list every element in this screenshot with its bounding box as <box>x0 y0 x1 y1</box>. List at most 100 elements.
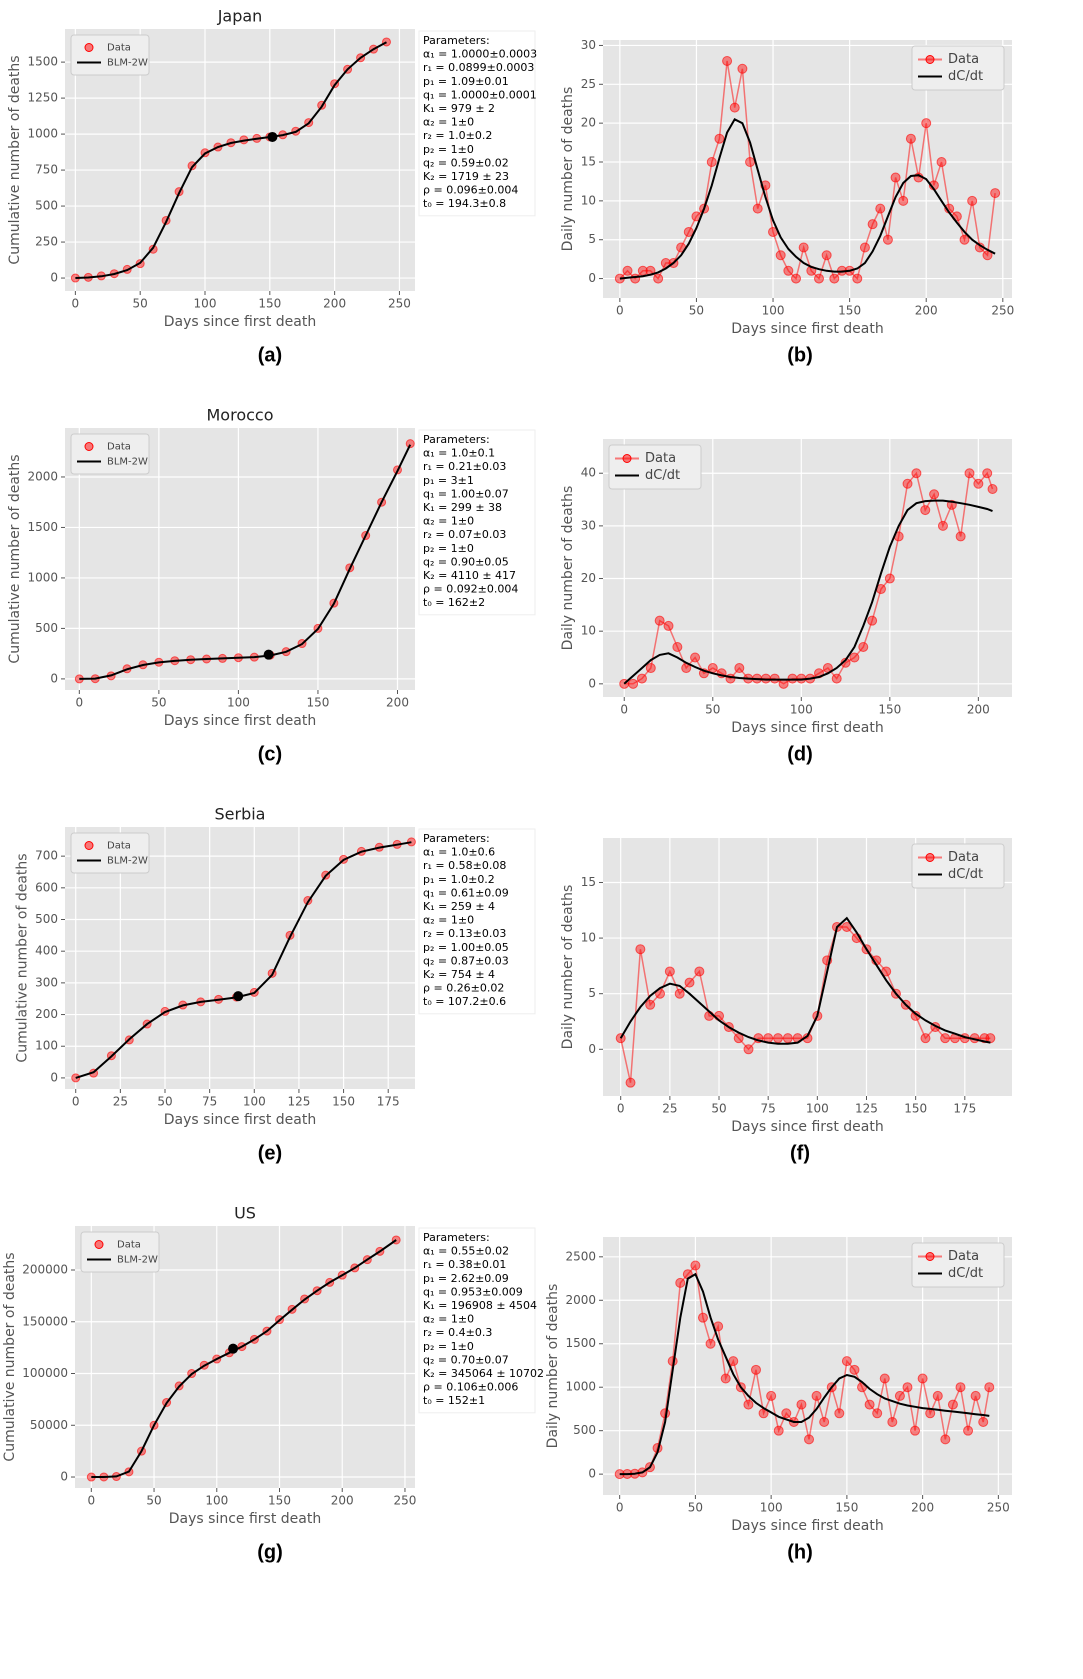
data-point <box>743 1044 754 1055</box>
panel-caption: (h) <box>787 1541 813 1563</box>
x-tick-label: 50 <box>157 1095 172 1109</box>
data-point <box>982 468 993 479</box>
data-point <box>798 242 809 253</box>
x-tick-label: 25 <box>113 1095 128 1109</box>
data-point <box>813 273 824 284</box>
y-tick-label: 0 <box>588 1467 596 1481</box>
x-tick-label: 100 <box>205 1494 228 1508</box>
x-tick-label: 0 <box>616 1501 624 1515</box>
legend-label: BLM-2W <box>107 457 148 468</box>
chart-title: Serbia <box>215 805 266 824</box>
data-point <box>635 944 646 955</box>
y-tick-label: 5 <box>588 986 596 1000</box>
parameter-line: q₂ = 0.87±0.03 <box>423 954 509 967</box>
parameter-line: q₂ = 0.70±0.07 <box>423 1353 509 1366</box>
x-tick-label: 75 <box>761 1102 776 1116</box>
legend-label: Data <box>948 850 979 865</box>
data-point <box>705 1338 716 1349</box>
parameter-line: p₂ = 1±0 <box>423 143 474 156</box>
parameter-line: r₁ = 0.58±0.08 <box>423 859 506 872</box>
parameter-box <box>418 30 536 217</box>
data-point <box>728 1356 739 1367</box>
y-tick-label: 2000 <box>565 1293 596 1307</box>
legend-label: BLM-2W <box>107 856 148 867</box>
parameter-line: t₀ = 107.2±0.6 <box>423 995 506 1008</box>
parameter-line: q₁ = 1.0000±0.0001 <box>423 88 537 101</box>
x-tick-label: 25 <box>662 1102 677 1116</box>
x-tick-label: 50 <box>146 1494 161 1508</box>
data-point <box>973 478 984 489</box>
x-axis-label: Days since first death <box>164 1112 316 1128</box>
data-point <box>722 55 733 66</box>
parameter-line: Parameters: <box>423 1231 490 1244</box>
legend-label: dC/dt <box>948 69 983 84</box>
x-tick-label: 0 <box>617 1102 625 1116</box>
x-tick-label: 150 <box>835 1501 858 1515</box>
x-tick-label: 200 <box>323 297 346 311</box>
y-tick-label: 1500 <box>27 55 58 69</box>
x-tick-label: 250 <box>394 1494 417 1508</box>
legend-box <box>70 433 150 475</box>
parameter-line: r₂ = 0.4±0.3 <box>423 1326 492 1339</box>
panel-caption: (b) <box>787 344 813 366</box>
x-tick-label: 100 <box>194 297 217 311</box>
x-tick-label: 0 <box>616 304 624 318</box>
parameter-line: α₂ = 1±0 <box>423 116 474 129</box>
data-point <box>840 657 851 668</box>
x-tick-label: 100 <box>227 696 250 710</box>
y-tick-label: 2000 <box>27 469 58 483</box>
legend-label: Data <box>948 52 979 67</box>
data-point <box>902 1382 913 1393</box>
data-point <box>984 1382 995 1393</box>
y-tick-label: 15 <box>581 875 596 889</box>
data-point <box>787 673 798 684</box>
x-tick-label: 125 <box>287 1095 310 1109</box>
legend-box <box>911 843 1005 889</box>
data-point <box>672 641 683 652</box>
x-tick-label: 200 <box>331 1494 354 1508</box>
x-tick-label: 100 <box>243 1095 266 1109</box>
parameter-line: p₁ = 2.62±0.09 <box>423 1272 509 1285</box>
y-tick-label: 25 <box>581 77 596 91</box>
x-tick-label: 100 <box>762 304 785 318</box>
parameter-line: ρ = 0.26±0.02 <box>423 982 504 995</box>
y-tick-label: 600 <box>35 880 58 894</box>
data-point <box>778 678 789 689</box>
data-point <box>858 641 869 652</box>
data-point <box>882 234 893 245</box>
panel-caption: (f) <box>790 1142 810 1164</box>
parameter-line: ρ = 0.092±0.004 <box>423 583 518 596</box>
data-point <box>782 1033 793 1044</box>
x-tick-label: 0 <box>75 696 83 710</box>
x-tick-label: 50 <box>689 304 704 318</box>
data-point <box>955 531 966 542</box>
data-point <box>766 1390 777 1401</box>
x-tick-label: 100 <box>790 703 813 717</box>
legend-label: Data <box>107 442 131 453</box>
data-point <box>697 1312 708 1323</box>
legend-box <box>70 34 150 76</box>
data-point <box>887 1416 898 1427</box>
y-axis-label: Cumulative number of deaths <box>7 55 23 264</box>
y-tick-label: 30 <box>581 38 596 52</box>
data-point <box>964 468 975 479</box>
x-tick-label: 200 <box>967 703 990 717</box>
highlight-point <box>267 131 278 142</box>
x-tick-label: 0 <box>72 297 80 311</box>
parameter-line: α₁ = 0.55±0.02 <box>423 1245 509 1258</box>
data-point <box>932 1390 943 1401</box>
data-point <box>920 1033 931 1044</box>
data-point <box>864 1399 875 1410</box>
x-axis-label: Days since first death <box>169 1511 321 1527</box>
data-point <box>884 573 895 584</box>
legend-label: BLM-2W <box>117 1255 158 1266</box>
data-point <box>879 1373 890 1384</box>
data-point <box>737 63 748 74</box>
parameter-line: α₁ = 1.0000±0.0003 <box>423 48 537 61</box>
y-tick-label: 500 <box>35 912 58 926</box>
parameter-line: α₂ = 1±0 <box>423 1313 474 1326</box>
parameter-box <box>418 1227 536 1414</box>
data-point <box>752 203 763 214</box>
data-point <box>636 673 647 684</box>
data-point <box>936 157 947 168</box>
